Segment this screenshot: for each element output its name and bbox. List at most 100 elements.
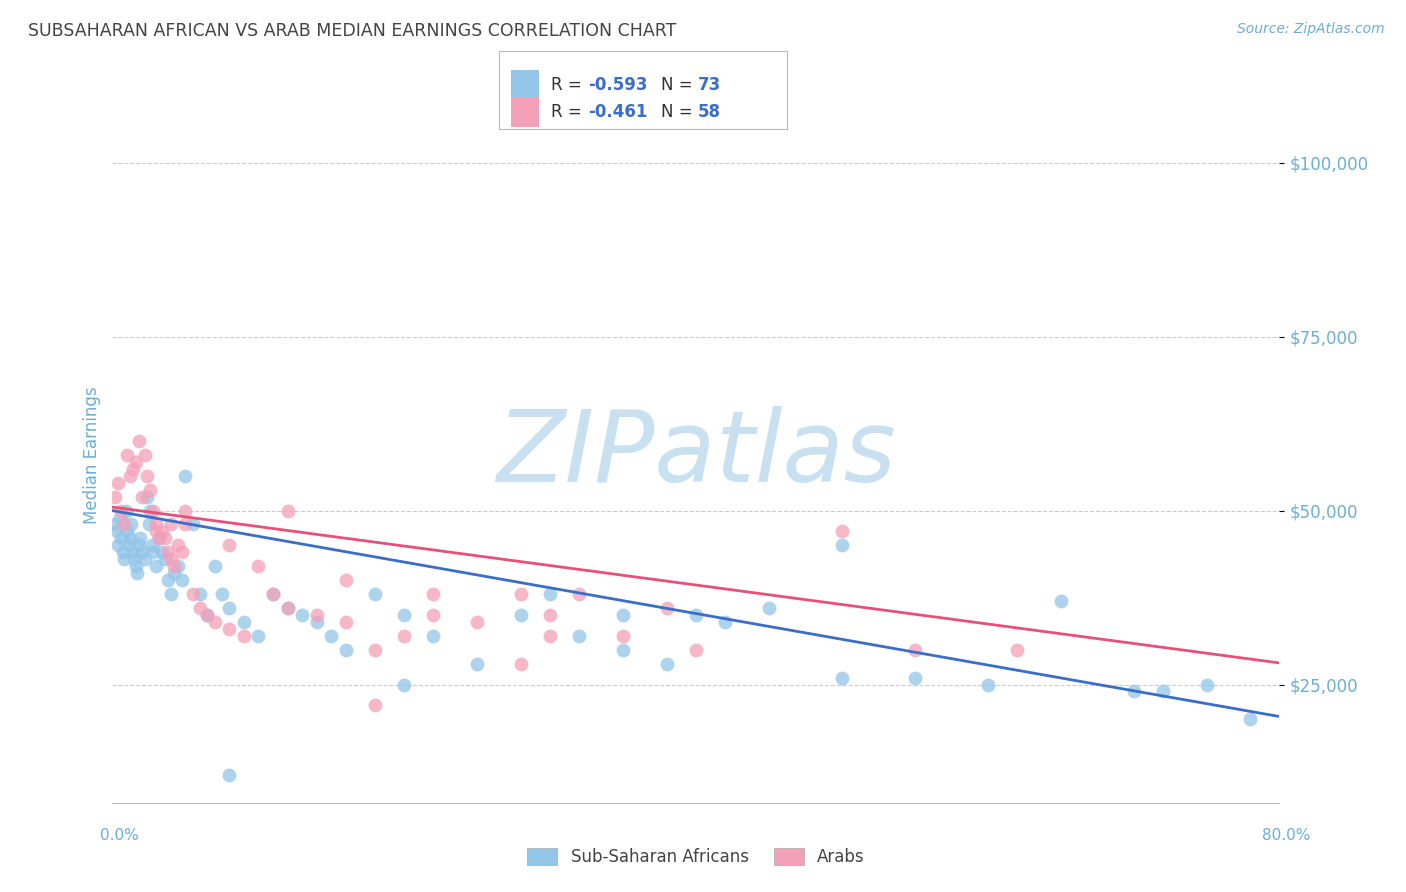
Point (422, 587, 444, 601)
Point (831, 538, 853, 552)
Point (153, 552, 176, 566)
Point (218, 768, 240, 782)
Point (145, 517, 167, 532)
Point (108, 510, 131, 524)
Point (364, 698, 387, 713)
Point (112, 552, 135, 566)
Point (305, 615, 328, 629)
Point (160, 552, 183, 566)
Point (976, 677, 998, 691)
Point (291, 607, 314, 622)
Point (276, 601, 298, 615)
Point (204, 559, 226, 574)
Point (174, 503, 197, 517)
Point (392, 629, 416, 643)
Text: SUBSAHARAN AFRICAN VS ARAB MEDIAN EARNINGS CORRELATION CHART: SUBSAHARAN AFRICAN VS ARAB MEDIAN EARNIN… (28, 22, 676, 40)
Point (232, 615, 254, 629)
Text: 0.0%: 0.0% (100, 828, 139, 843)
Point (422, 629, 444, 643)
Text: -0.461: -0.461 (589, 103, 648, 121)
Point (127, 566, 149, 581)
Point (167, 559, 190, 574)
Point (114, 503, 136, 517)
Point (107, 475, 129, 490)
Point (218, 601, 240, 615)
Text: Source: ZipAtlas.com: Source: ZipAtlas.com (1237, 22, 1385, 37)
Point (218, 538, 240, 552)
Point (758, 601, 780, 615)
Text: -0.593: -0.593 (589, 76, 648, 94)
Point (276, 601, 298, 615)
Point (262, 587, 284, 601)
Point (335, 615, 357, 629)
Point (156, 545, 179, 559)
Point (685, 642, 707, 657)
Point (1122, 684, 1144, 698)
Point (145, 559, 167, 574)
Point (831, 671, 853, 685)
Point (218, 622, 240, 636)
Point (181, 517, 204, 532)
Point (305, 607, 328, 622)
Point (335, 573, 357, 587)
Point (115, 448, 138, 462)
Point (110, 503, 132, 517)
Point (131, 490, 153, 504)
Point (321, 629, 343, 643)
Point (111, 545, 134, 559)
Point (117, 538, 139, 552)
Point (167, 538, 190, 552)
Point (125, 559, 148, 574)
Point (181, 587, 204, 601)
Point (262, 587, 284, 601)
Point (153, 532, 176, 546)
FancyBboxPatch shape (510, 97, 540, 127)
Point (122, 545, 145, 559)
Point (174, 468, 197, 483)
Point (131, 545, 153, 559)
Point (612, 642, 634, 657)
Point (115, 524, 138, 539)
Point (136, 468, 159, 483)
Point (122, 462, 145, 476)
Point (422, 607, 444, 622)
Point (150, 545, 173, 559)
Point (831, 524, 853, 539)
Point (612, 629, 634, 643)
Point (134, 448, 156, 462)
Point (1005, 642, 1028, 657)
Point (1049, 594, 1071, 608)
Point (163, 566, 186, 581)
Point (112, 517, 135, 532)
Point (148, 532, 170, 546)
Point (172, 545, 194, 559)
Point (568, 629, 591, 643)
Point (247, 559, 270, 574)
Point (148, 532, 170, 546)
Text: R =: R = (551, 103, 588, 121)
Point (204, 615, 226, 629)
Point (538, 587, 561, 601)
Point (124, 552, 146, 566)
Point (538, 607, 561, 622)
Point (120, 517, 142, 532)
Point (1239, 712, 1261, 726)
Point (509, 607, 531, 622)
Point (685, 607, 707, 622)
Point (139, 503, 162, 517)
Point (1152, 684, 1174, 698)
Point (465, 657, 488, 671)
Point (160, 587, 183, 601)
Point (904, 671, 927, 685)
Point (247, 629, 270, 643)
Point (195, 607, 218, 622)
Point (142, 545, 165, 559)
Point (392, 607, 416, 622)
Text: ZIPatlas: ZIPatlas (496, 407, 896, 503)
Y-axis label: Median Earnings: Median Earnings (83, 386, 101, 524)
Text: 58: 58 (697, 103, 721, 121)
Point (612, 607, 634, 622)
Point (276, 503, 298, 517)
Point (568, 587, 591, 601)
Point (129, 532, 152, 546)
